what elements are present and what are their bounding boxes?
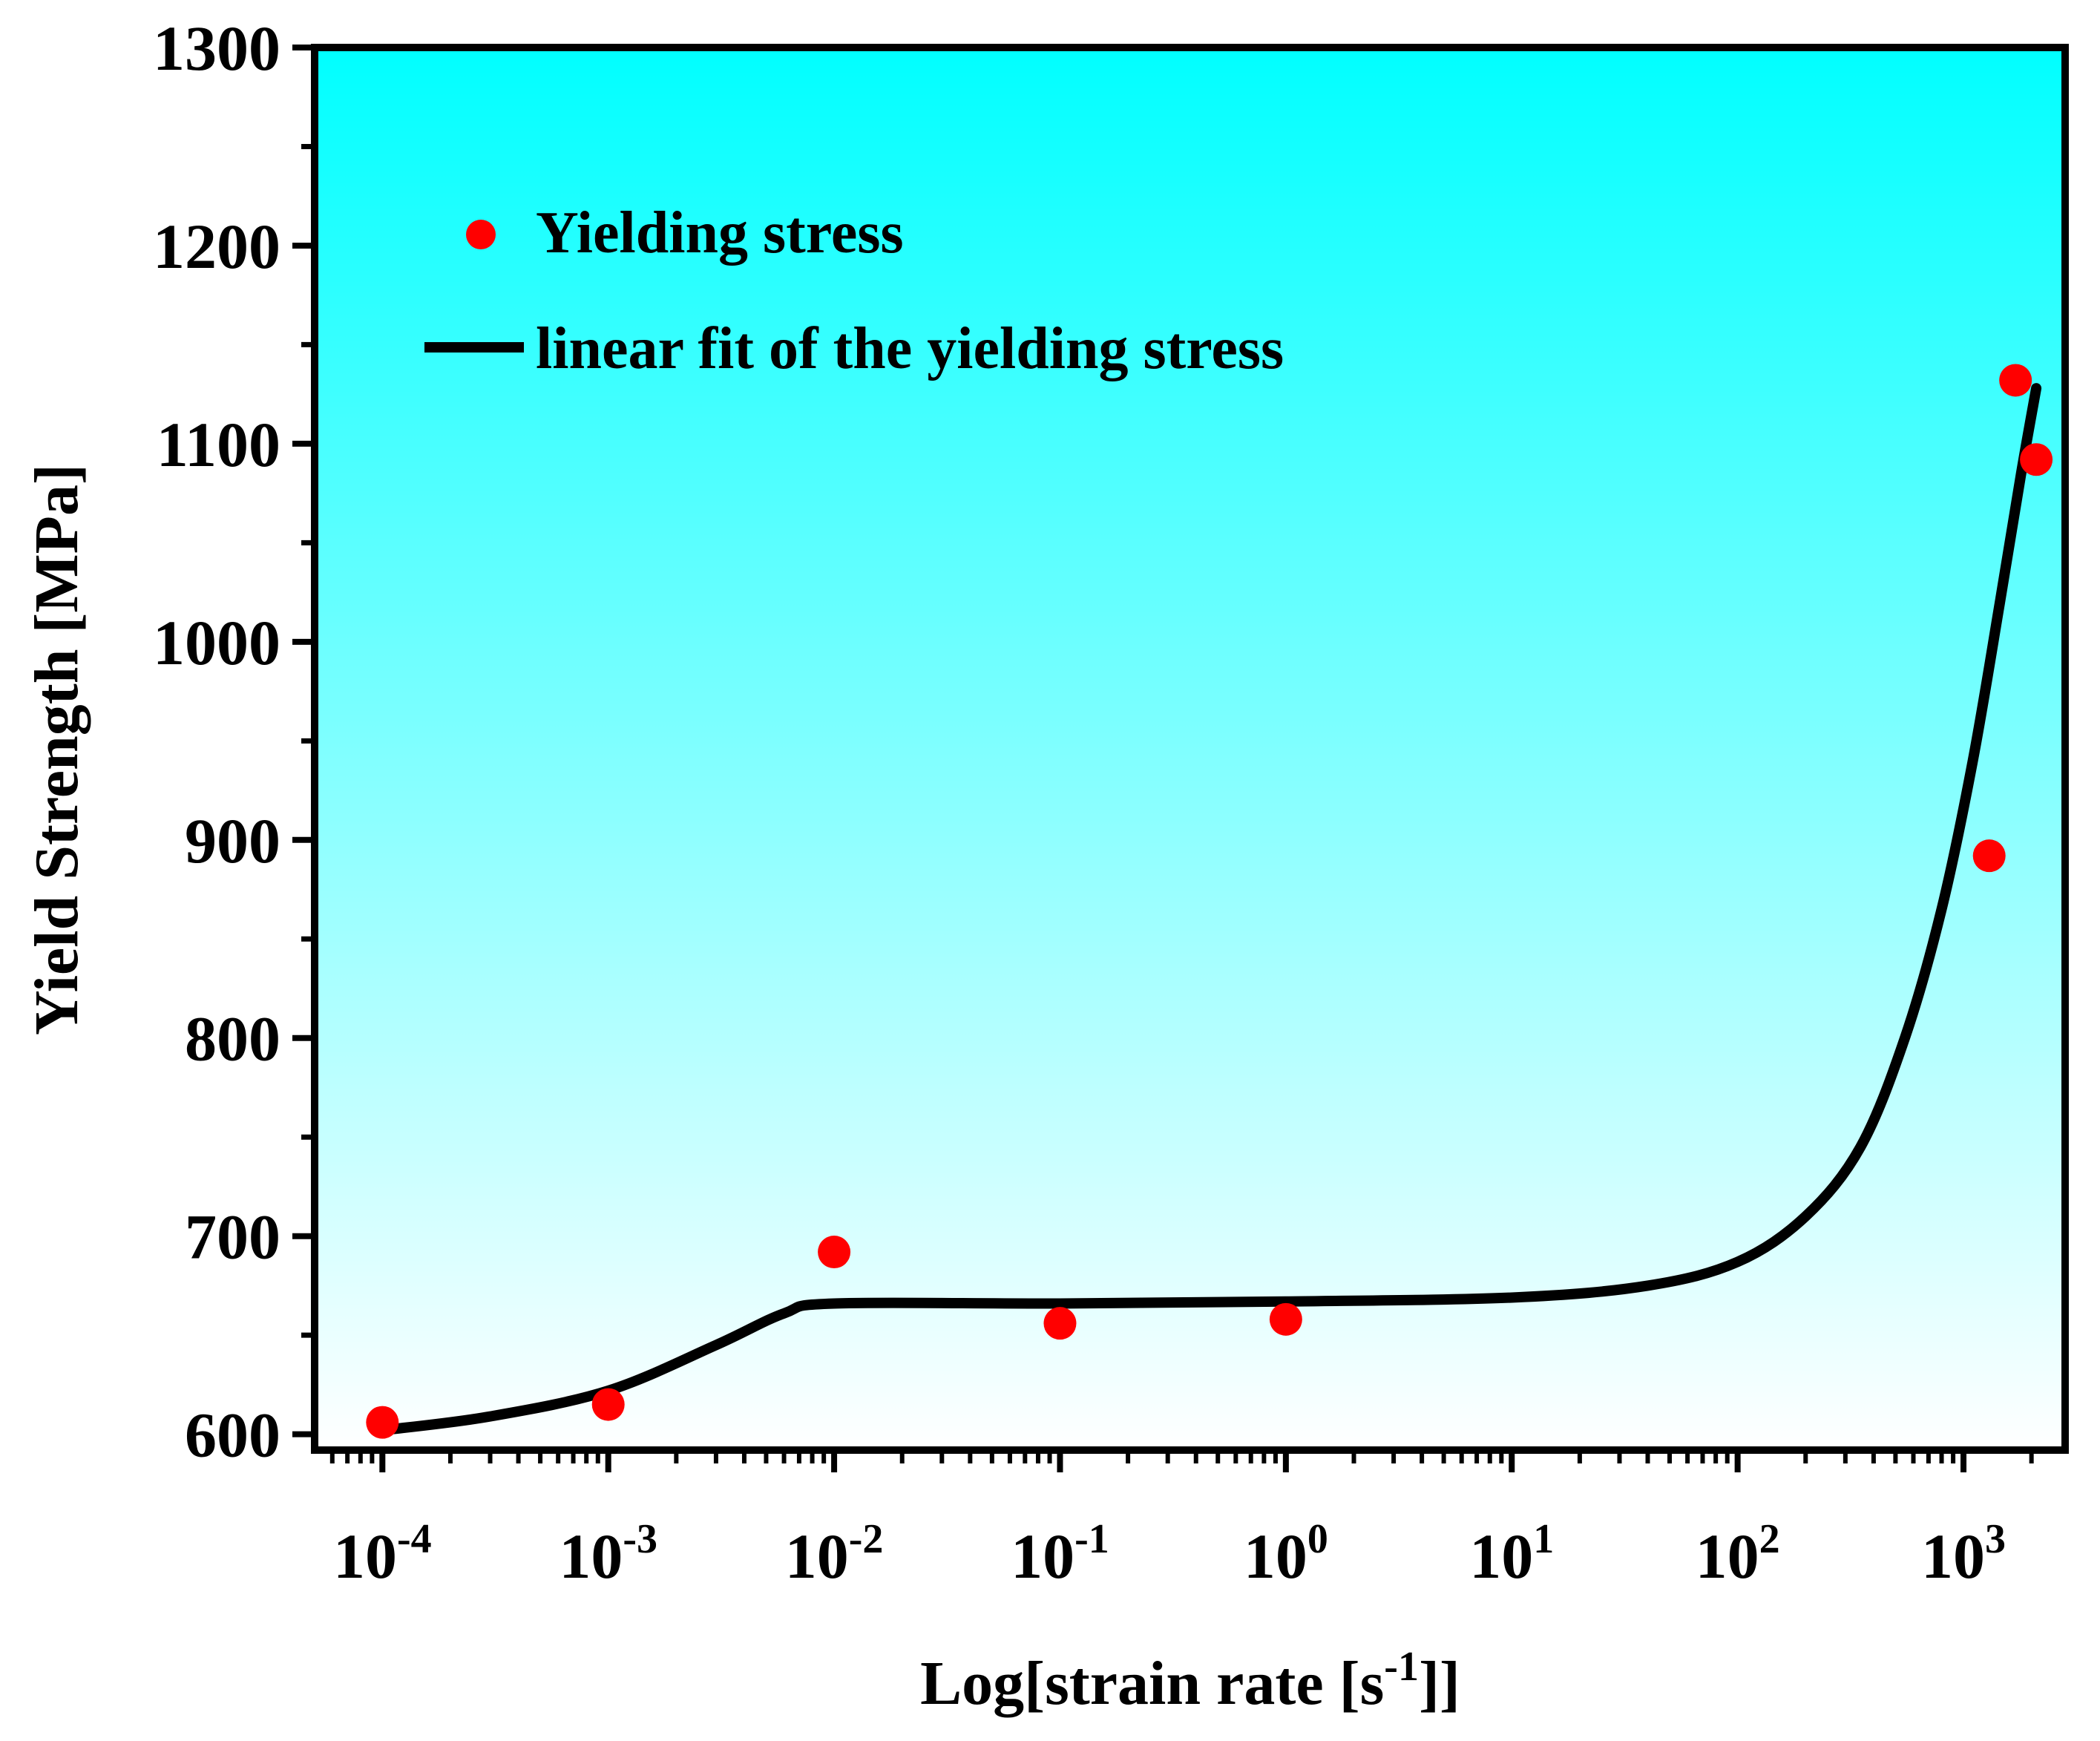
y-axis-title: Yield Strength [MPa] [22,464,91,1035]
x-tick-label: 100 [1244,1516,1328,1592]
data-point [591,1388,625,1421]
x-tick-label: 10-4 [333,1516,432,1592]
y-tick-label: 800 [185,1003,280,1075]
data-point [1043,1307,1077,1340]
x-tick-label: 10-1 [1011,1516,1109,1592]
legend: Yielding stress linear fit of the yieldi… [424,200,1284,381]
y-tick-label: 900 [185,805,280,876]
legend-label-scatter: Yielding stress [536,200,904,266]
y-tick-labels: 600 700 800 900 1000 1100 1200 1300 [153,13,280,1471]
x-tick-label: 101 [1469,1516,1554,1592]
y-tick-label: 1100 [157,409,280,480]
plot-frame [311,44,2069,1454]
x-tick-label: 10-3 [559,1516,657,1592]
y-tick-label: 1200 [153,211,280,282]
y-tick-label: 700 [185,1201,280,1273]
legend-marker-scatter [466,220,496,249]
fit-line [377,383,2042,1436]
scatter-series [366,364,2053,1439]
legend-label-line: linear fit of the yielding stress [536,316,1284,381]
data-point [366,1406,399,1439]
x-tick-labels: 10-4 10-3 10-2 10-1 100 101 102 103 [333,1516,2006,1592]
data-point [1269,1302,1302,1336]
data-point [2020,443,2053,476]
y-tick-label: 1300 [153,13,280,84]
x-tick-label: 103 [1921,1516,2006,1592]
data-point [1999,364,2032,397]
data-point [818,1236,851,1269]
y-tick-label: 1000 [153,607,280,678]
data-point [1972,839,2006,873]
fit-line-series [377,383,2042,1436]
plot-background [315,47,2065,1450]
x-tick-label: 102 [1696,1516,1780,1592]
x-axis-title: Log[strain rate [s-1]] [920,1644,1460,1718]
x-tick-label: 10-2 [785,1516,884,1592]
y-tick-label: 600 [185,1400,280,1471]
